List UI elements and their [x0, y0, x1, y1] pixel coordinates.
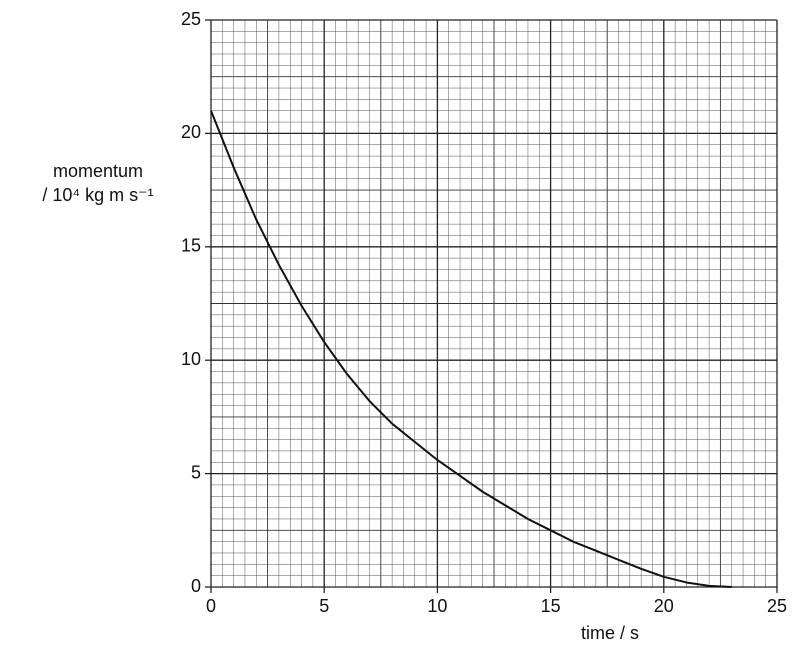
x-axis-label: time / s: [581, 623, 639, 643]
y-axis-label: / 10⁴ kg m s⁻¹: [42, 185, 153, 205]
grid: [210, 19, 778, 588]
data-line: [210, 110, 732, 588]
y-tick-label: 0: [191, 576, 201, 596]
y-tick-label: 10: [181, 349, 201, 369]
x-tick-label: 25: [767, 596, 787, 616]
y-tick-label: 20: [181, 122, 201, 142]
y-tick-label: 15: [181, 236, 201, 256]
y-tick-label: 5: [191, 462, 201, 482]
x-tick-label: 0: [206, 596, 216, 616]
x-tick-label: 15: [541, 596, 561, 616]
y-axis-label: momentum: [53, 161, 143, 181]
y-tick-label: 25: [181, 9, 201, 29]
x-tick-label: 5: [319, 596, 329, 616]
x-tick-label: 10: [427, 596, 447, 616]
x-tick-label: 20: [654, 596, 674, 616]
